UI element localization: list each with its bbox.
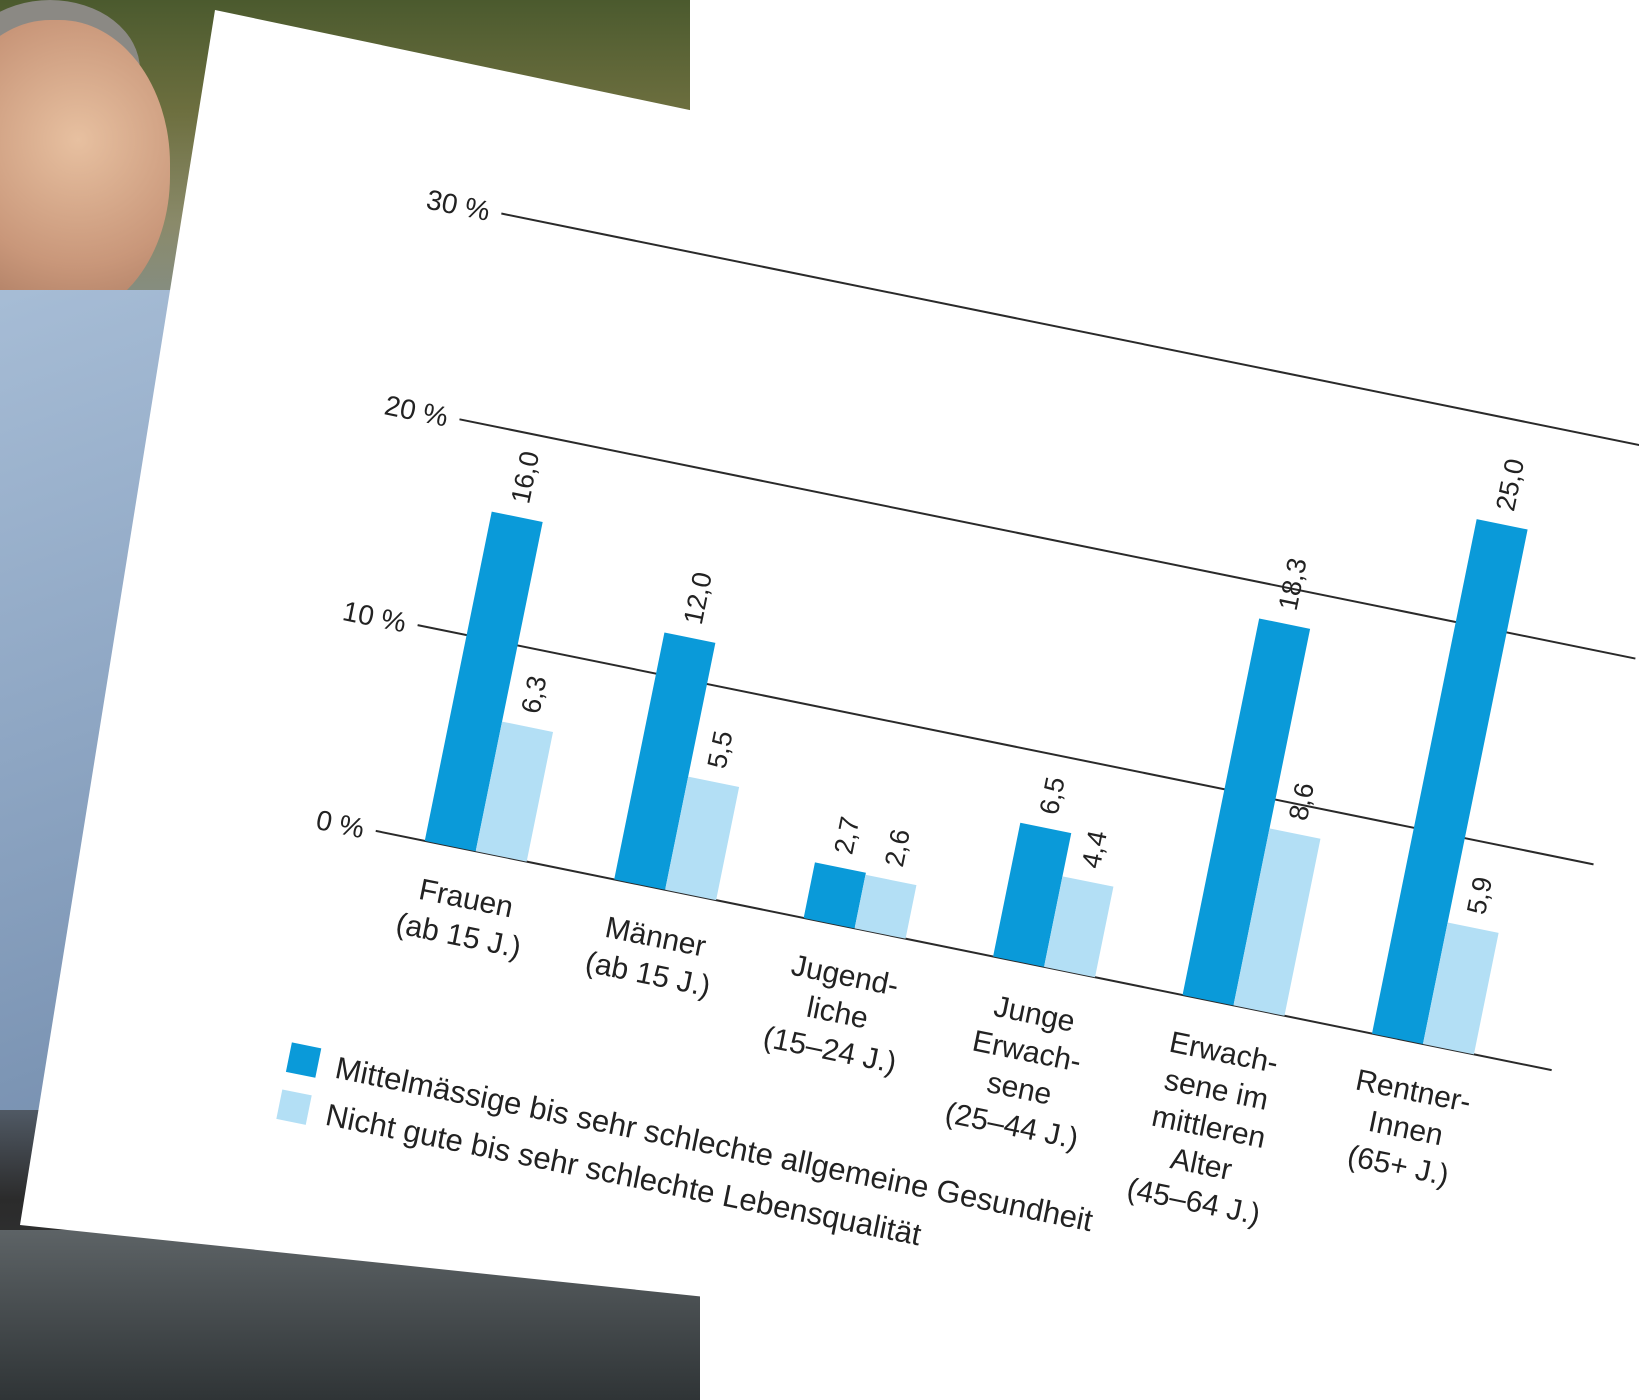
bar-health-3: [993, 822, 1072, 967]
legend-swatch-0: [285, 1042, 322, 1078]
category-label: Alter: [1168, 1142, 1235, 1187]
value-label: 8,6: [1283, 780, 1320, 823]
gridline-2: [459, 418, 1636, 660]
bar-quality-1: [665, 776, 740, 901]
category-label: (25–44 J.): [942, 1096, 1081, 1155]
bar-quality-3: [1044, 876, 1114, 978]
bar-health-2: [803, 862, 866, 929]
value-label: 6,5: [1034, 774, 1071, 817]
category-label: (45–64 J.): [1124, 1172, 1263, 1231]
person-face: [0, 20, 170, 320]
value-label: 2,7: [829, 814, 866, 857]
value-label: 25,0: [1490, 456, 1530, 513]
bars: [424, 511, 1528, 1055]
value-label: 5,5: [702, 728, 739, 771]
value-label: 4,4: [1076, 828, 1113, 871]
bar-health-0: [424, 511, 543, 852]
bar-quality-5: [1422, 922, 1499, 1055]
gridline-0: [375, 829, 1552, 1072]
category-label: (15–24 J.): [760, 1021, 899, 1080]
y-tick-label: 30 %: [424, 184, 493, 227]
bar-quality-4: [1233, 828, 1321, 1016]
bar-quality-2: [854, 874, 917, 939]
value-label: 16,0: [505, 449, 545, 506]
value-label: 5,9: [1461, 874, 1498, 917]
legend-swatch-1: [276, 1089, 312, 1125]
y-tick-label: 0 %: [314, 804, 367, 844]
legend: Mittelmässige bis sehr schlechte allgeme…: [276, 1042, 1096, 1252]
y-tick-label: 20 %: [382, 390, 451, 433]
gridline-3: [501, 212, 1639, 454]
y-tick-label: 10 %: [340, 595, 409, 638]
bar-health-1: [614, 632, 716, 890]
value-label: 18,3: [1273, 555, 1313, 612]
bar-health-5: [1372, 519, 1528, 1044]
category-label: liche: [804, 991, 871, 1036]
value-label: 2,6: [879, 826, 916, 869]
category-labels: Frauen(ab 15 J.) Männer(ab 15 J.) Jugend-l…: [393, 873, 1474, 1231]
bar-health-4: [1182, 618, 1311, 1006]
value-label: 12,0: [678, 569, 718, 626]
bar-quality-0: [475, 721, 554, 862]
category-label: Jugend-: [789, 949, 902, 1003]
category-label: sene: [984, 1066, 1054, 1111]
gridline-1: [417, 624, 1594, 866]
value-labels: 16,0 6,3 12,0 5,5 2,7 2,6 6,54,4 18,3 8,6 25,0 5,9: [505, 449, 1530, 917]
value-label: 6,3: [516, 673, 553, 716]
